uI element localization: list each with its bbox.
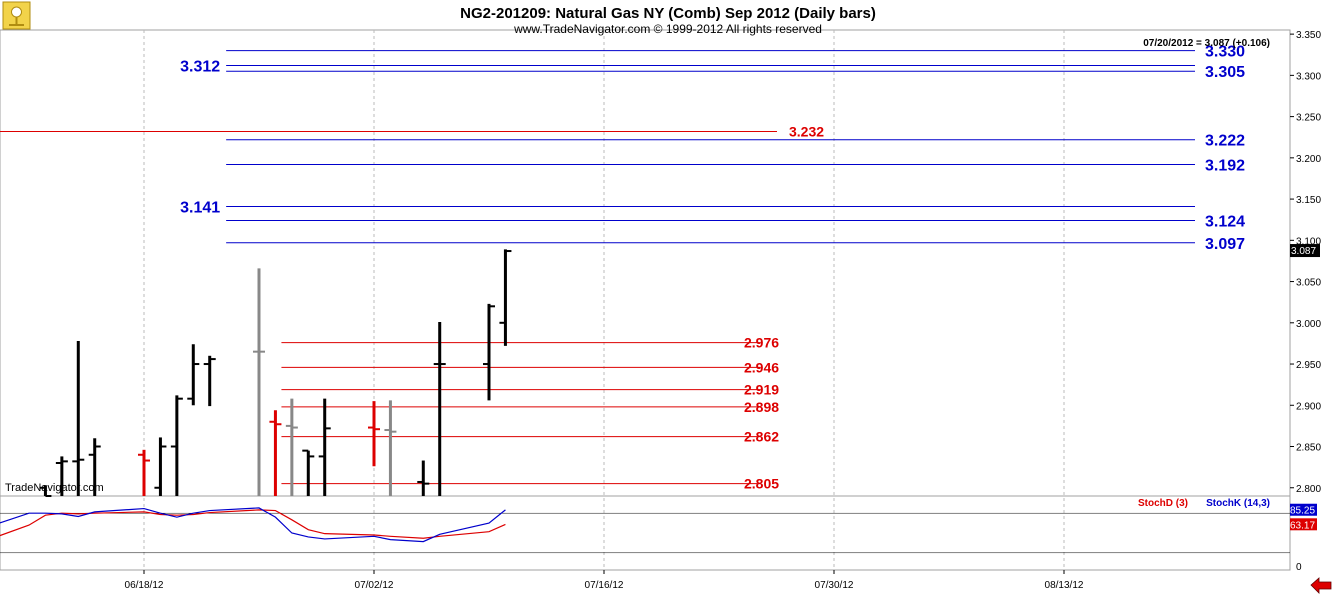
ohlc-bar-2012-07-10	[499, 249, 512, 346]
ohlc-bar-2012-07-06	[433, 321, 446, 496]
y-tick-label-3.150: 3.150	[1296, 195, 1321, 206]
stoch-k-marker	[1290, 503, 1317, 516]
chart-title: NG2-201209: Natural Gas NY (Comb) Sep 20…	[460, 5, 876, 22]
y-tick-label-2.950: 2.950	[1296, 360, 1321, 371]
ohlc-bar-2012-06-26	[269, 410, 282, 496]
level-label-3.305: 3.305	[1205, 64, 1245, 81]
y-tick-label-3.050: 3.050	[1296, 278, 1321, 289]
level-label-2.862: 2.862	[744, 429, 779, 445]
level-label-3.124: 3.124	[1205, 214, 1245, 231]
ohlc-bar-2012-06-22	[203, 355, 216, 407]
levels-layer: 3.330 3.312 3.305 3.232 3.222 3.192 3.141 3.124…	[0, 44, 1245, 492]
level-label-2.946: 2.946	[744, 359, 779, 375]
ohlc-bar-2012-06-14	[72, 340, 85, 496]
ohlc-bar-2012-06-19	[154, 437, 167, 496]
ohlc-bar-2012-06-21	[187, 344, 200, 406]
y-tick-label-2.800: 2.800	[1296, 484, 1321, 495]
level-label-2.805: 2.805	[744, 476, 779, 492]
ohlc-bar-2012-06-20	[170, 395, 183, 496]
stoch-series-k	[0, 507, 506, 543]
x-tick-label-3: 07/30/12	[815, 580, 854, 591]
level-label-3.141: 3.141	[180, 200, 220, 217]
level-label-3.192: 3.192	[1205, 157, 1245, 174]
y-tick-label-3.250: 3.250	[1296, 113, 1321, 124]
stoch-k-value: 85.25	[1290, 506, 1315, 517]
ohlc-bar-2012-07-09	[483, 303, 495, 401]
ohlc-bar-2012-07-03	[384, 400, 397, 496]
scroll-left-arrow-icon[interactable]	[1310, 577, 1332, 594]
gridlines	[0, 30, 1290, 570]
stoch-d-marker	[1290, 518, 1317, 531]
x-tick-label-2: 07/16/12	[585, 580, 624, 591]
last-price-label: 3.087	[1291, 246, 1316, 257]
stoch-y-tick-label-0: 0	[1296, 562, 1302, 573]
stochastic-panel-frame	[0, 495, 1291, 571]
last-price-marker	[1290, 244, 1320, 258]
ohlc-bar-2012-06-28	[302, 449, 315, 496]
ohlc-bar-2012-06-15	[88, 438, 101, 496]
x-tick-label-0: 06/18/12	[125, 580, 164, 591]
level-label-3.097: 3.097	[1205, 236, 1245, 253]
ohlc-bar-2012-07-02	[368, 401, 380, 467]
x-tick-label-4: 08/13/12	[1045, 580, 1084, 591]
level-label-3.312: 3.312	[180, 58, 220, 75]
watermark: TradeNavigator.com	[5, 482, 104, 494]
ohlc-bar-2012-06-25	[253, 268, 265, 496]
stoch-d-value: 63.17	[1290, 520, 1315, 531]
y-tick-label-3.000: 3.000	[1296, 319, 1321, 330]
ohlc-bar-2012-06-13	[55, 456, 68, 496]
y-tick-label-3.100: 3.100	[1296, 236, 1321, 247]
level-label-3.232: 3.232	[789, 123, 824, 139]
ohlc-bar-2012-06-27	[285, 398, 298, 496]
level-label-2.898: 2.898	[744, 399, 779, 415]
y-tick-label-2.900: 2.900	[1296, 401, 1321, 412]
last-price-info: 07/20/2012 = 3.087 (+0.106)	[1143, 38, 1270, 49]
level-label-3.330: 3.330	[1205, 44, 1245, 61]
ohlc-bar-2012-07-05	[417, 460, 430, 496]
legend-stoch-k: StochK (14,3)	[1206, 498, 1270, 509]
level-label-2.919: 2.919	[744, 382, 779, 398]
price-panel-frame	[0, 29, 1291, 497]
y-tick-label-3.350: 3.350	[1296, 30, 1321, 41]
x-axis-ticks: 06/18/12 07/02/12 07/16/12 07/30/12 08/13/12	[125, 570, 1084, 591]
y-tick-label-3.300: 3.300	[1296, 71, 1321, 82]
level-label-3.222: 3.222	[1205, 133, 1245, 150]
bars-layer	[39, 249, 512, 497]
y-tick-label-3.200: 3.200	[1296, 154, 1321, 165]
x-tick-label-1: 07/02/12	[355, 580, 394, 591]
chart-subtitle: www.TradeNavigator.com © 1999-2012 All r…	[513, 22, 822, 36]
level-label-2.976: 2.976	[744, 335, 779, 351]
y-axis-ticks: 3.350 3.300 3.250 3.200 3.150 3.100 3.050 3.000…	[1290, 30, 1321, 573]
legend-stoch-d: StochD (3)	[1138, 498, 1188, 509]
ohlc-bar-2012-06-18	[138, 449, 150, 496]
ohlc-bar-2012-06-12	[39, 485, 52, 497]
y-tick-label-2.850: 2.850	[1296, 443, 1321, 454]
ohlc-bar-2012-06-29	[318, 398, 331, 496]
stochastic-layer	[0, 507, 506, 543]
trade-navigator-logo-icon	[2, 1, 31, 30]
